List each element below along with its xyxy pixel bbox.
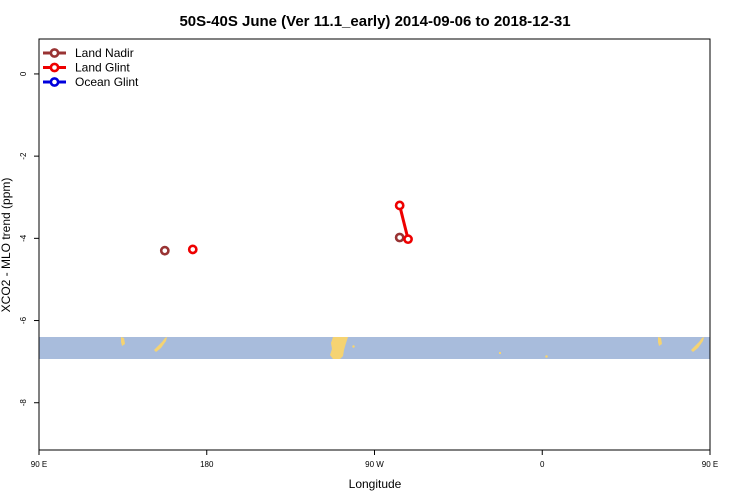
land-patch-chatham: [154, 337, 167, 352]
land-glint-point: [403, 234, 413, 245]
land-patch-gough: [499, 352, 501, 354]
x-tick-label: 90 E: [31, 460, 47, 469]
chart-title: 50S-40S June (Ver 11.1_early) 2014-09-06…: [179, 13, 570, 30]
land-patch-marion: [545, 355, 548, 358]
land-patch-falklands: [352, 345, 355, 348]
x-tick-label: 0: [540, 460, 545, 469]
y-axis-label: XCO2 - MLO trend (ppm): [0, 178, 13, 313]
land-nadir-point: [394, 232, 405, 243]
land-patch-new-zealand-south: [121, 337, 125, 346]
land-nadir-point: [159, 245, 170, 256]
legend-swatch-marker: [49, 48, 60, 58]
land-glint-point: [394, 200, 405, 211]
ocean-band: [39, 337, 710, 359]
map-strip: [39, 337, 710, 359]
legend-swatch-marker: [49, 77, 60, 87]
legend-item-land-nadir: Land Nadir: [43, 46, 134, 60]
legend-item-ocean-glint: Ocean Glint: [43, 75, 139, 89]
land-patch-patagonia: [330, 337, 348, 359]
x-tick-label: 90 W: [365, 460, 384, 469]
y-axis: 0 -2 -4 -6 -8 XCO2 - MLO trend (ppm): [0, 71, 39, 406]
legend-label: Land Nadir: [75, 46, 134, 60]
y-tick-label: -8: [19, 399, 28, 407]
legend-swatch-marker: [49, 62, 60, 73]
series-land-glint: [187, 200, 413, 255]
land-patch-chatham-repeat: [691, 337, 704, 352]
x-tick-label: 90 E: [702, 460, 718, 469]
series-land-nadir: [159, 232, 405, 256]
x-axis: 90 E 180 90 W 0 90 E Longitude: [31, 450, 718, 491]
plot-frame: [38, 38, 711, 451]
land-glint-line: [398, 205, 410, 240]
land-patch-new-zealand-south-repeat: [658, 337, 662, 346]
y-tick-label: -6: [19, 316, 28, 324]
x-axis-label: Longitude: [349, 477, 402, 491]
legend-label: Ocean Glint: [75, 75, 139, 89]
legend-label: Land Glint: [75, 61, 130, 75]
legend-item-land-glint: Land Glint: [43, 61, 130, 75]
y-tick-label: -2: [19, 152, 28, 160]
y-tick-label: 0: [19, 71, 28, 76]
series-layer: [159, 200, 413, 256]
x-tick-label: 180: [200, 460, 214, 469]
y-tick-label: -4: [19, 234, 28, 242]
land-glint-point: [187, 244, 198, 255]
